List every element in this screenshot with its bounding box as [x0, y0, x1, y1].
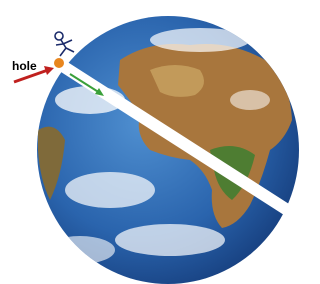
page: hole (() => { const data = JSON.parse(do… — [0, 0, 306, 284]
cloud — [150, 28, 250, 52]
cloud — [45, 236, 115, 264]
cloud — [230, 90, 270, 110]
cloud — [115, 224, 225, 256]
hole-label: hole — [12, 59, 37, 73]
stick-figure — [55, 32, 74, 56]
diagram: hole — [0, 0, 306, 284]
hole-marker — [54, 58, 64, 68]
cloud — [65, 172, 155, 208]
red-arrow-head — [44, 66, 54, 75]
